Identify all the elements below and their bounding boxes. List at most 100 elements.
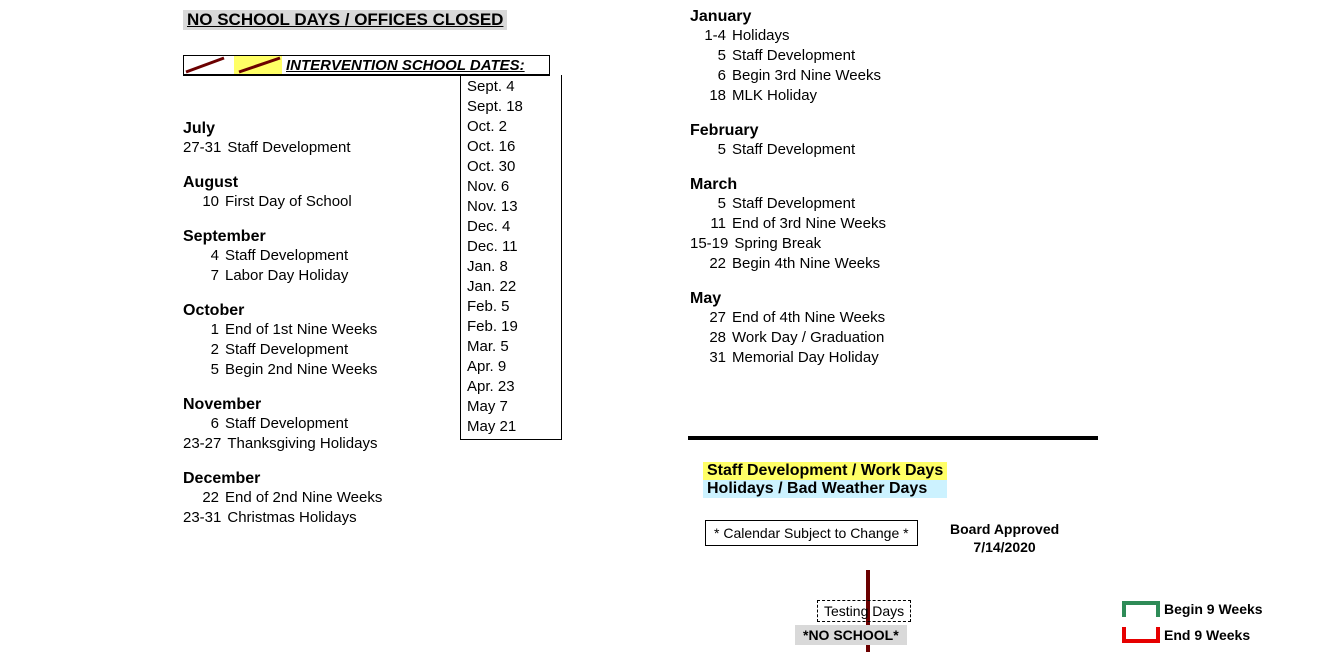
event-row: 11End of 3rd Nine Weeks: [690, 214, 1020, 234]
event-day: 5: [183, 360, 225, 380]
intervention-date: Dec. 11: [467, 237, 557, 257]
event-row: 1End of 1st Nine Weeks: [183, 320, 453, 340]
end-swatch-icon: [1122, 627, 1160, 643]
event-text: End of 4th Nine Weeks: [732, 309, 885, 326]
event-row: 5Staff Development: [690, 140, 1020, 160]
event-text: Spring Break: [734, 235, 821, 252]
month-block: September4Staff Development7Labor Day Ho…: [183, 228, 453, 286]
month-block: July27-31Staff Development: [183, 120, 453, 158]
event-day: 10: [183, 192, 225, 212]
event-row: 23-31Christmas Holidays: [183, 508, 453, 528]
event-row: 4Staff Development: [183, 246, 453, 266]
intervention-date: Feb. 5: [467, 297, 557, 317]
event-row: 18MLK Holiday: [690, 86, 1020, 106]
legend: Staff Development / Work Days Holidays /…: [703, 462, 947, 498]
event-text: Christmas Holidays: [227, 509, 356, 526]
event-text: Staff Development: [732, 195, 855, 212]
event-day: 11: [690, 214, 732, 234]
event-day: 22: [183, 488, 225, 508]
begin-9-weeks: Begin 9 Weeks: [1164, 596, 1263, 622]
month-name: July: [183, 120, 453, 138]
event-row: 5Begin 2nd Nine Weeks: [183, 360, 453, 380]
intervention-date: May 7: [467, 397, 557, 417]
month-name: December: [183, 470, 453, 488]
event-row: 5Staff Development: [690, 194, 1020, 214]
event-text: First Day of School: [225, 193, 352, 210]
month-block: May27End of 4th Nine Weeks28Work Day / G…: [690, 290, 1020, 368]
month-name: February: [690, 122, 1020, 140]
legend-staff-dev: Staff Development / Work Days: [703, 462, 947, 480]
month-name: November: [183, 396, 453, 414]
event-text: Staff Development: [732, 141, 855, 158]
intervention-date: Dec. 4: [467, 217, 557, 237]
month-name: March: [690, 176, 1020, 194]
event-day: 27: [690, 308, 732, 328]
left-column: July27-31Staff DevelopmentAugust10First …: [183, 110, 453, 528]
month-name: May: [690, 290, 1020, 308]
intervention-date: Oct. 2: [467, 117, 557, 137]
page-title: NO SCHOOL DAYS / OFFICES CLOSED: [183, 10, 507, 30]
event-row: 6Begin 3rd Nine Weeks: [690, 66, 1020, 86]
intervention-date: Sept. 4: [467, 77, 557, 97]
event-day: 31: [690, 348, 732, 368]
event-row: 15-19Spring Break: [690, 234, 1020, 254]
event-day: 1: [183, 320, 225, 340]
approved-label: Board Approved: [950, 520, 1059, 538]
event-row: 28Work Day / Graduation: [690, 328, 1020, 348]
event-row: 31Memorial Day Holiday: [690, 348, 1020, 368]
event-row: 5Staff Development: [690, 46, 1020, 66]
no-school-box: *NO SCHOOL*: [795, 625, 907, 645]
month-block: August10First Day of School: [183, 174, 453, 212]
event-day: 2: [183, 340, 225, 360]
event-row: 2Staff Development: [183, 340, 453, 360]
intervention-box: INTERVENTION SCHOOL DATES:: [183, 55, 550, 76]
intervention-heading: INTERVENTION SCHOOL DATES:: [282, 57, 525, 74]
intervention-date: Jan. 8: [467, 257, 557, 277]
month-name: September: [183, 228, 453, 246]
intervention-date: Oct. 30: [467, 157, 557, 177]
subject-to-change: * Calendar Subject to Change *: [705, 520, 918, 546]
intervention-date: Nov. 6: [467, 177, 557, 197]
event-text: Thanksgiving Holidays: [227, 435, 377, 452]
event-row: 7Labor Day Holiday: [183, 266, 453, 286]
intervention-date: Apr. 9: [467, 357, 557, 377]
intervention-date: Nov. 13: [467, 197, 557, 217]
event-day: 23-27: [183, 434, 227, 454]
intervention-date: Mar. 5: [467, 337, 557, 357]
event-day: 28: [690, 328, 732, 348]
right-column: January1-4Holidays5Staff Development6Beg…: [690, 8, 1020, 368]
begin-swatch-icon: [1122, 601, 1160, 617]
stripes-icon: [184, 56, 282, 74]
event-day: 5: [690, 46, 732, 66]
legend-holidays: Holidays / Bad Weather Days: [703, 480, 947, 498]
event-day: 18: [690, 86, 732, 106]
approved-date: 7/14/2020: [950, 538, 1059, 556]
event-text: Staff Development: [732, 47, 855, 64]
event-text: End of 1st Nine Weeks: [225, 321, 377, 338]
event-day: 27-31: [183, 138, 227, 158]
event-row: 27-31Staff Development: [183, 138, 453, 158]
event-text: End of 2nd Nine Weeks: [225, 489, 382, 506]
event-text: Memorial Day Holiday: [732, 349, 879, 366]
event-day: 5: [690, 140, 732, 160]
event-day: 5: [690, 194, 732, 214]
event-row: 27End of 4th Nine Weeks: [690, 308, 1020, 328]
event-day: 22: [690, 254, 732, 274]
intervention-date: May 21: [467, 417, 557, 437]
month-block: February5Staff Development: [690, 122, 1020, 160]
event-day: 6: [690, 66, 732, 86]
event-text: Staff Development: [225, 415, 348, 432]
event-row: 22End of 2nd Nine Weeks: [183, 488, 453, 508]
event-row: 1-4Holidays: [690, 26, 1020, 46]
intervention-date: Jan. 22: [467, 277, 557, 297]
testing-days-box: Testing Days: [817, 600, 911, 622]
event-day: 1-4: [690, 26, 732, 46]
month-block: December22End of 2nd Nine Weeks23-31Chri…: [183, 470, 453, 528]
event-text: Labor Day Holiday: [225, 267, 348, 284]
intervention-date: Sept. 18: [467, 97, 557, 117]
event-row: 10First Day of School: [183, 192, 453, 212]
event-day: 23-31: [183, 508, 227, 528]
event-text: End of 3rd Nine Weeks: [732, 215, 886, 232]
event-row: 22Begin 4th Nine Weeks: [690, 254, 1020, 274]
event-text: Begin 4th Nine Weeks: [732, 255, 880, 272]
